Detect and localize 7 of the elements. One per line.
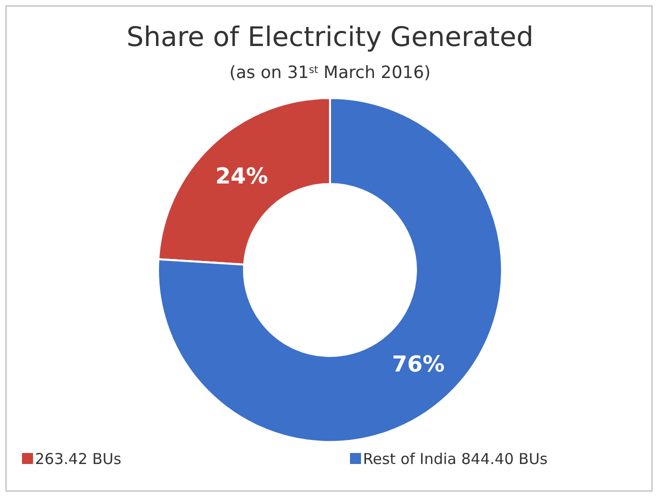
donut-slice	[157, 97, 503, 443]
legend-label: 263.42 BUs	[35, 450, 122, 468]
chart-subtitle: (as on 31$^{st}$ March 2016)	[229, 63, 431, 83]
data-label: 24%	[215, 164, 268, 190]
legend-label: Rest of India 844.40 BUs	[363, 450, 548, 468]
data-label: 76%	[392, 352, 445, 378]
chart-title: Share of Electricity Generated	[126, 22, 534, 53]
